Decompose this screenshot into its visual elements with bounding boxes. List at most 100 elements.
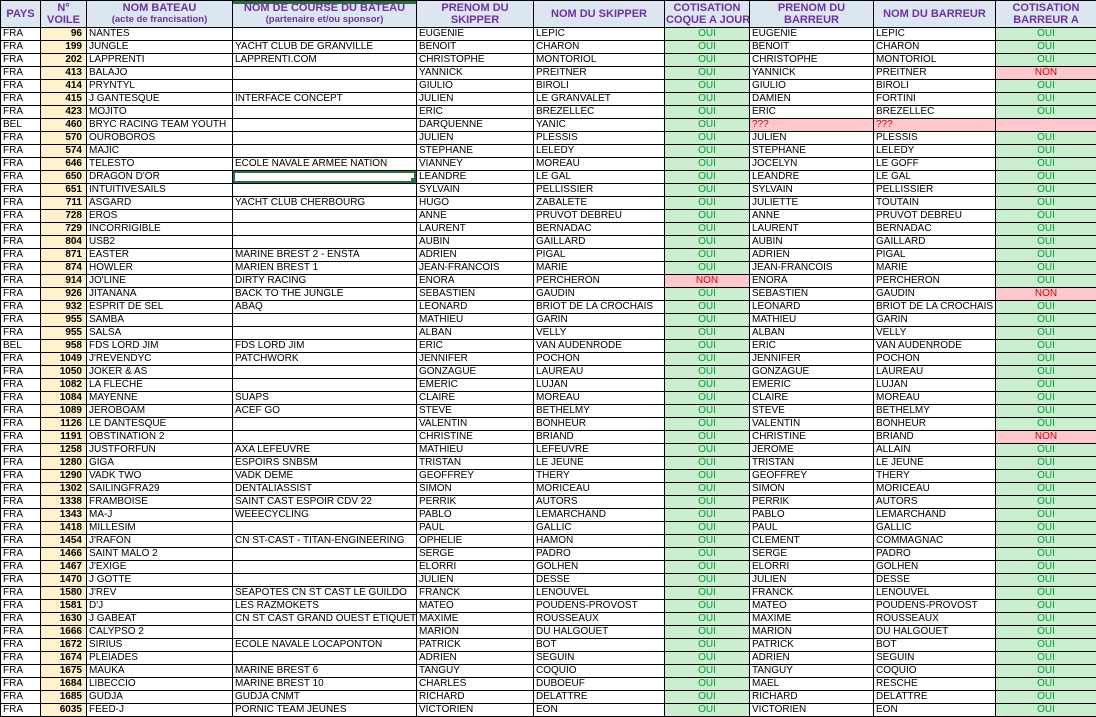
cell-nom-skipper[interactable]: LEFEUVRE	[533, 443, 665, 457]
col-header-num-voile[interactable]: N° VOILE	[40, 0, 87, 28]
cell-prenom-skipper[interactable]: PABLO	[416, 508, 534, 522]
cell-pays[interactable]: FRA	[0, 443, 41, 457]
cell-nom-course[interactable]: VADK DEME	[232, 469, 417, 483]
cell-cotisation-coque[interactable]: OUI	[664, 196, 750, 210]
cell-cotisation-barreur[interactable]: OUI	[995, 157, 1096, 171]
cell-num-voile[interactable]: 955	[40, 313, 87, 327]
cell-num-voile[interactable]: 199	[40, 40, 87, 54]
cell-cotisation-barreur[interactable]: OUI	[995, 482, 1096, 496]
cell-num-voile[interactable]: 1338	[40, 495, 87, 509]
cell-prenom-barreur[interactable]: PATRICK	[749, 638, 874, 652]
cell-nom-skipper[interactable]: YANIC	[533, 118, 665, 132]
cell-nom-bateau[interactable]: MOJITO	[86, 105, 233, 119]
cell-nom-course[interactable]	[232, 326, 417, 340]
cell-prenom-barreur[interactable]: ADRIEN	[749, 651, 874, 665]
cell-nom-skipper[interactable]: VELLY	[533, 326, 665, 340]
cell-pays[interactable]: FRA	[0, 703, 41, 717]
cell-nom-skipper[interactable]: LUJAN	[533, 378, 665, 392]
cell-nom-course[interactable]: BACK TO THE JUNGLE	[232, 287, 417, 301]
cell-pays[interactable]: FRA	[0, 573, 41, 587]
cell-prenom-barreur[interactable]: PABLO	[749, 508, 874, 522]
cell-nom-bateau[interactable]: ASGARD	[86, 196, 233, 210]
cell-cotisation-coque[interactable]: OUI	[664, 235, 750, 249]
cell-prenom-barreur[interactable]: BENOIT	[749, 40, 874, 54]
cell-pays[interactable]: FRA	[0, 287, 41, 301]
cell-prenom-skipper[interactable]: PAUL	[416, 521, 534, 535]
cell-nom-course[interactable]: DENTALIASSIST	[232, 482, 417, 496]
cell-cotisation-coque[interactable]: OUI	[664, 248, 750, 262]
cell-pays[interactable]: FRA	[0, 677, 41, 691]
cell-nom-bateau[interactable]: PRYNTYL	[86, 79, 233, 93]
cell-prenom-barreur[interactable]: MATEO	[749, 599, 874, 613]
cell-cotisation-barreur[interactable]: OUI	[995, 443, 1096, 457]
cell-cotisation-coque[interactable]: OUI	[664, 469, 750, 483]
cell-nom-barreur[interactable]: AUTORS	[873, 495, 996, 509]
cell-nom-course[interactable]: GUDJA CNMT	[232, 690, 417, 704]
cell-prenom-skipper[interactable]: LAURENT	[416, 222, 534, 236]
cell-pays[interactable]: FRA	[0, 144, 41, 158]
cell-cotisation-coque[interactable]: OUI	[664, 66, 750, 80]
cell-cotisation-barreur[interactable]: OUI	[995, 599, 1096, 613]
cell-nom-barreur[interactable]: LUJAN	[873, 378, 996, 392]
cell-prenom-barreur[interactable]: CHRISTINE	[749, 430, 874, 444]
cell-nom-skipper[interactable]: PRUVOT DEBREU	[533, 209, 665, 223]
cell-nom-course[interactable]: FDS LORD JIM	[232, 339, 417, 353]
cell-cotisation-coque[interactable]: OUI	[664, 638, 750, 652]
cell-nom-skipper[interactable]: LE GAL	[533, 170, 665, 184]
cell-nom-course[interactable]	[232, 144, 417, 158]
cell-nom-bateau[interactable]: ESPRIT DE SEL	[86, 300, 233, 314]
cell-cotisation-coque[interactable]: OUI	[664, 534, 750, 548]
cell-nom-course[interactable]	[232, 365, 417, 379]
cell-nom-course[interactable]	[232, 170, 417, 184]
cell-prenom-barreur[interactable]: JOCELYN	[749, 157, 874, 171]
cell-nom-bateau[interactable]: FRAMBOISE	[86, 495, 233, 509]
cell-nom-skipper[interactable]: LE GRANVALET	[533, 92, 665, 106]
cell-cotisation-barreur[interactable]: OUI	[995, 417, 1096, 431]
cell-num-voile[interactable]: 1674	[40, 651, 87, 665]
cell-nom-bateau[interactable]: GUDJA	[86, 690, 233, 704]
cell-cotisation-coque[interactable]: OUI	[664, 573, 750, 587]
cell-prenom-skipper[interactable]: VALENTIN	[416, 417, 534, 431]
cell-nom-skipper[interactable]: MARIE	[533, 261, 665, 275]
cell-cotisation-barreur[interactable]: OUI	[995, 27, 1096, 41]
cell-nom-barreur[interactable]: PADRO	[873, 547, 996, 561]
cell-num-voile[interactable]: 460	[40, 118, 87, 132]
cell-cotisation-barreur[interactable]: OUI	[995, 144, 1096, 158]
cell-nom-course[interactable]	[232, 209, 417, 223]
cell-prenom-skipper[interactable]: ADRIEN	[416, 651, 534, 665]
cell-nom-bateau[interactable]: J GOTTE	[86, 573, 233, 587]
cell-nom-skipper[interactable]: MORICEAU	[533, 482, 665, 496]
cell-prenom-barreur[interactable]: SEBASTIEN	[749, 287, 874, 301]
cell-num-voile[interactable]: 874	[40, 261, 87, 275]
cell-pays[interactable]: FRA	[0, 248, 41, 262]
cell-nom-barreur[interactable]: BIROLI	[873, 79, 996, 93]
cell-pays[interactable]: FRA	[0, 586, 41, 600]
cell-pays[interactable]: FRA	[0, 456, 41, 470]
cell-cotisation-coque[interactable]: OUI	[664, 131, 750, 145]
cell-nom-skipper[interactable]: CHARON	[533, 40, 665, 54]
cell-pays[interactable]: FRA	[0, 534, 41, 548]
cell-cotisation-coque[interactable]: OUI	[664, 170, 750, 184]
cell-nom-bateau[interactable]: JUSTFORFUN	[86, 443, 233, 457]
cell-pays[interactable]: FRA	[0, 625, 41, 639]
cell-nom-bateau[interactable]: SALSA	[86, 326, 233, 340]
cell-nom-bateau[interactable]: VADK TWO	[86, 469, 233, 483]
cell-cotisation-coque[interactable]: OUI	[664, 313, 750, 327]
cell-prenom-barreur[interactable]: LEONARD	[749, 300, 874, 314]
cell-nom-course[interactable]: CN ST-CAST - TITAN-ENGINEERING	[232, 534, 417, 548]
cell-cotisation-coque[interactable]: OUI	[664, 690, 750, 704]
cell-num-voile[interactable]: 871	[40, 248, 87, 262]
cell-prenom-barreur[interactable]: EMERIC	[749, 378, 874, 392]
cell-num-voile[interactable]: 6035	[40, 703, 87, 717]
cell-nom-course[interactable]: INTERFACE CONCEPT	[232, 92, 417, 106]
cell-prenom-barreur[interactable]: CLEMENT	[749, 534, 874, 548]
cell-nom-bateau[interactable]: CALYPSO 2	[86, 625, 233, 639]
cell-nom-barreur[interactable]: MARIE	[873, 261, 996, 275]
col-header-cotisation-barreur[interactable]: COTISATION BARREUR A	[995, 0, 1096, 28]
cell-prenom-barreur[interactable]: JEROME	[749, 443, 874, 457]
cell-nom-bateau[interactable]: BRYC RACING TEAM YOUTH	[86, 118, 233, 132]
cell-nom-skipper[interactable]: PADRO	[533, 547, 665, 561]
cell-prenom-skipper[interactable]: PERRIK	[416, 495, 534, 509]
cell-nom-course[interactable]: ESPOIRS SNBSM	[232, 456, 417, 470]
cell-nom-course[interactable]: SEAPOTES CN ST CAST LE GUILDO	[232, 586, 417, 600]
